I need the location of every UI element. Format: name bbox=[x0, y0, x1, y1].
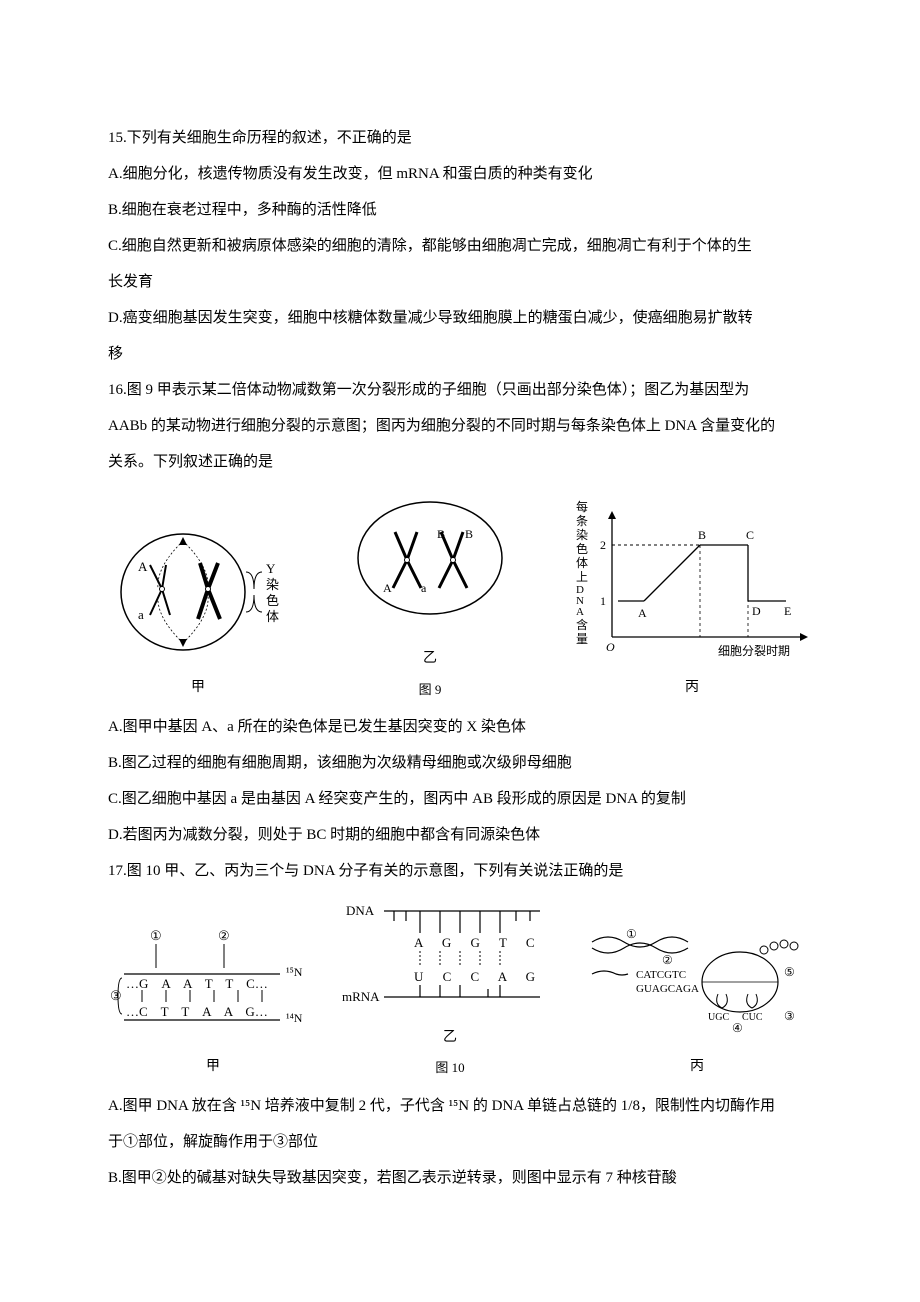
q16-fig-jia: A a Y 染 色 体 甲 bbox=[108, 517, 288, 705]
caption-jia-17: 甲 bbox=[206, 1050, 220, 1084]
svg-text:O: O bbox=[606, 640, 615, 654]
q17-fig-jia: ① ② …G A A T T C… …C T T A A G… ③ bbox=[108, 926, 318, 1084]
svg-text:A: A bbox=[576, 606, 584, 618]
svg-text:D: D bbox=[752, 604, 761, 618]
translation-diagram-bing: ① ② CATCGTC GUAGCAGA UGC CUC ⑤ ③ ④ bbox=[582, 926, 812, 1046]
caption-bing: 丙 bbox=[685, 671, 699, 705]
label-a: a bbox=[138, 607, 144, 622]
svg-text:上: 上 bbox=[576, 570, 588, 584]
svg-text:色: 色 bbox=[576, 542, 588, 556]
svg-text:体: 体 bbox=[576, 556, 588, 570]
q17-option-a-line1: A.图甲 DNA 放在含 ¹⁵N 培养液中复制 2 代，子代含 ¹⁵N 的 DN… bbox=[108, 1088, 812, 1124]
q16-option-a: A.图甲中基因 A、a 所在的染色体是已发生基因突变的 X 染色体 bbox=[108, 709, 812, 745]
svg-text:B: B bbox=[465, 527, 473, 541]
q16-figure-row: A a Y 染 色 体 甲 A a B bbox=[108, 488, 812, 705]
q15-option-c-line2: 长发育 bbox=[108, 264, 812, 300]
svg-text:A G G T C: A G G T C bbox=[414, 935, 543, 950]
svg-text:a: a bbox=[421, 581, 427, 595]
svg-text:mRNA: mRNA bbox=[342, 989, 380, 1004]
svg-text:CATCGTC: CATCGTC bbox=[636, 969, 686, 981]
svg-text:B: B bbox=[437, 527, 445, 541]
svg-text:1: 1 bbox=[600, 594, 606, 608]
q17-fig-yi: DNA A G G T C bbox=[340, 897, 560, 1084]
svg-text:A: A bbox=[638, 606, 647, 620]
label-A: A bbox=[138, 559, 148, 574]
svg-text:②: ② bbox=[218, 928, 230, 943]
svg-text:条: 条 bbox=[576, 514, 588, 528]
svg-text:¹⁵N: ¹⁵N bbox=[286, 965, 303, 979]
svg-text:染: 染 bbox=[266, 577, 279, 592]
svg-text:…C T T A A G…: …C T T A A G… bbox=[126, 1004, 268, 1019]
svg-text:体: 体 bbox=[266, 609, 279, 624]
svg-text:①: ① bbox=[150, 928, 162, 943]
caption-yi: 乙 bbox=[423, 642, 437, 676]
svg-text:Y: Y bbox=[266, 561, 276, 576]
cell-diagram-yi: A a B B bbox=[345, 488, 515, 638]
group-caption-9: 图 9 bbox=[419, 674, 442, 705]
q15-option-d-line2: 移 bbox=[108, 336, 812, 372]
svg-text:DNA: DNA bbox=[346, 903, 375, 918]
svg-text:GUAGCAGA: GUAGCAGA bbox=[636, 983, 699, 995]
svg-text:②: ② bbox=[662, 953, 673, 967]
q16-stem-line3: 关系。下列叙述正确的是 bbox=[108, 444, 812, 480]
q16-fig-bing: 每 条 染 色 体 上 D N A 含 量 1 2 bbox=[572, 497, 812, 705]
svg-text:B: B bbox=[698, 528, 706, 542]
svg-text:色: 色 bbox=[266, 593, 279, 608]
q15-option-a: A.细胞分化，核遗传物质没有发生改变，但 mRNA 和蛋白质的种类有变化 bbox=[108, 156, 812, 192]
caption-bing-17: 丙 bbox=[690, 1050, 704, 1084]
svg-text:③: ③ bbox=[784, 1009, 795, 1023]
q17-fig-bing: ① ② CATCGTC GUAGCAGA UGC CUC ⑤ ③ ④ bbox=[582, 926, 812, 1084]
q15-option-b: B.细胞在衰老过程中，多种酶的活性降低 bbox=[108, 192, 812, 228]
line-chart-bing: 每 条 染 色 体 上 D N A 含 量 1 2 bbox=[572, 497, 812, 667]
q16-stem-line2: AABb 的某动物进行细胞分裂的示意图；图丙为细胞分裂的不同时期与每条染色体上 … bbox=[108, 408, 812, 444]
caption-yi-17: 乙 bbox=[443, 1021, 457, 1055]
q16-option-c: C.图乙细胞中基因 a 是由基因 A 经突变产生的，图丙中 AB 段形成的原因是… bbox=[108, 781, 812, 817]
svg-text:①: ① bbox=[626, 927, 637, 941]
dna-diagram-jia: ① ② …G A A T T C… …C T T A A G… ③ bbox=[108, 926, 318, 1046]
q17-figure-row: ① ② …G A A T T C… …C T T A A G… ③ bbox=[108, 897, 812, 1084]
cell-diagram-jia: A a Y 染 色 体 bbox=[108, 517, 288, 667]
transcription-diagram-yi: DNA A G G T C bbox=[340, 897, 560, 1017]
q16-stem-line1: 16.图 9 甲表示某二倍体动物减数第一次分裂形成的子细胞（只画出部分染色体）；… bbox=[108, 372, 812, 408]
svg-text:2: 2 bbox=[600, 538, 606, 552]
q17-option-b: B.图甲②处的碱基对缺失导致基因突变，若图乙表示逆转录，则图中显示有 7 种核苷… bbox=[108, 1160, 812, 1196]
svg-text:③: ③ bbox=[110, 988, 122, 1003]
svg-text:量: 量 bbox=[576, 632, 588, 646]
q16-fig-yi: A a B B 乙 图 9 bbox=[345, 488, 515, 705]
svg-text:UGC: UGC bbox=[708, 1012, 729, 1023]
svg-text:细胞分裂时期: 细胞分裂时期 bbox=[718, 644, 790, 658]
q15-option-c-line1: C.细胞自然更新和被病原体感染的细胞的清除，都能够由细胞凋亡完成，细胞凋亡有利于… bbox=[108, 228, 812, 264]
exam-page: 15.下列有关细胞生命历程的叙述，不正确的是 A.细胞分化，核遗传物质没有发生改… bbox=[0, 0, 920, 1256]
svg-text:每: 每 bbox=[576, 499, 588, 514]
q15-stem: 15.下列有关细胞生命历程的叙述，不正确的是 bbox=[108, 120, 812, 156]
svg-text:¹⁴N: ¹⁴N bbox=[286, 1011, 303, 1025]
q17-stem: 17.图 10 甲、乙、丙为三个与 DNA 分子有关的示意图，下列有关说法正确的… bbox=[108, 853, 812, 889]
svg-text:CUC: CUC bbox=[742, 1012, 763, 1023]
svg-text:含: 含 bbox=[576, 617, 588, 632]
q15-option-d-line1: D.癌变细胞基因发生突变，细胞中核糖体数量减少导致细胞膜上的糖蛋白减少，使癌细胞… bbox=[108, 300, 812, 336]
svg-text:染: 染 bbox=[576, 527, 588, 542]
caption-jia: 甲 bbox=[191, 671, 205, 705]
svg-text:U C C A G: U C C A G bbox=[414, 969, 543, 984]
svg-text:E: E bbox=[784, 604, 791, 618]
q16-option-b: B.图乙过程的细胞有细胞周期，该细胞为次级精母细胞或次级卵母细胞 bbox=[108, 745, 812, 781]
svg-text:A: A bbox=[383, 581, 392, 595]
svg-text:④: ④ bbox=[732, 1021, 743, 1035]
svg-text:C: C bbox=[746, 528, 754, 542]
svg-text:⑤: ⑤ bbox=[784, 965, 795, 979]
q16-option-d: D.若图丙为减数分裂，则处于 BC 时期的细胞中都含有同源染色体 bbox=[108, 817, 812, 853]
group-caption-10: 图 10 bbox=[435, 1052, 464, 1083]
svg-text:…G A A T T C…: …G A A T T C… bbox=[126, 976, 268, 991]
q17-option-a-line2: 于①部位，解旋酶作用于③部位 bbox=[108, 1124, 812, 1160]
